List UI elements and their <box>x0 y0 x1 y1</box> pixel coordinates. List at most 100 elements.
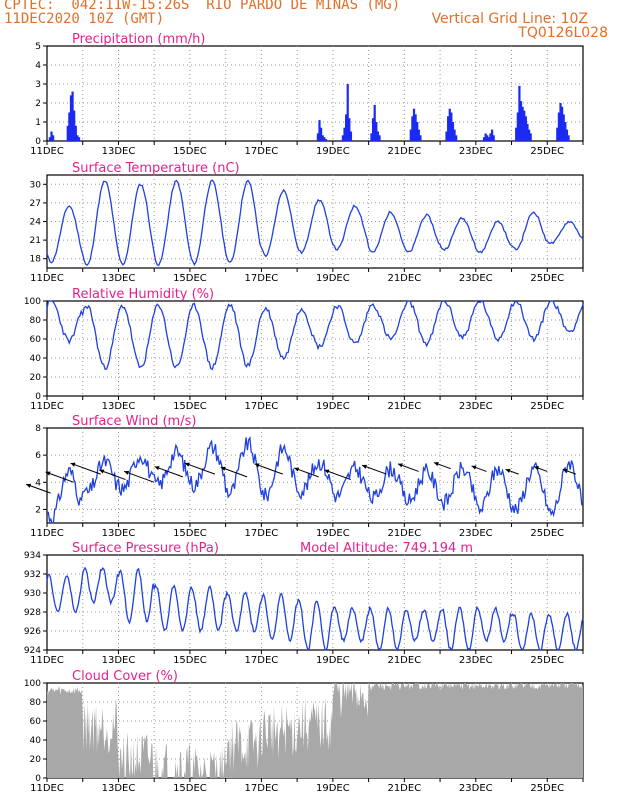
y-tick-label: 4 <box>35 61 41 71</box>
precip-bar <box>448 108 451 141</box>
x-tick-label: 19DEC <box>316 655 350 666</box>
precip-bar <box>519 101 523 141</box>
y-tick-label: 1 <box>35 118 41 128</box>
y-tick-label: 928 <box>24 608 41 618</box>
x-tick-label: 19DEC <box>316 401 350 412</box>
precip-bar <box>73 110 76 141</box>
precip-bar <box>76 135 79 141</box>
y-tick-label: 40 <box>30 354 42 364</box>
precip-bar <box>376 131 380 141</box>
precip-bar <box>453 129 456 141</box>
x-tick-label: 17DEC <box>245 146 279 157</box>
precip-bar <box>521 106 524 141</box>
x-tick-label: 19DEC <box>316 783 350 794</box>
wind-arrow-head <box>562 468 568 473</box>
x-tick-label: 25DEC <box>530 655 564 666</box>
y-tick-label: 2 <box>35 99 41 109</box>
wind-arrow-head <box>124 470 130 475</box>
wind-arrow-head <box>26 483 32 488</box>
precip-bar <box>455 135 458 141</box>
y-tick-label: 2 <box>35 505 41 515</box>
precip-bar <box>414 114 417 141</box>
x-tick-label: 13DEC <box>102 401 136 412</box>
precip-bar <box>564 122 567 141</box>
precip-bar <box>489 133 492 141</box>
precip-bar <box>419 135 422 141</box>
precip-bar <box>516 112 519 141</box>
wind-arrow-head <box>70 462 76 467</box>
panel-title: Surface Pressure (hPa) <box>72 541 219 556</box>
x-tick-label: 19DEC <box>316 146 350 157</box>
y-tick-label: 930 <box>24 589 41 599</box>
precip-bar <box>349 131 353 141</box>
precip-bar <box>52 135 55 141</box>
wind-arrow-head <box>220 466 226 471</box>
x-tick-label: 21DEC <box>387 273 421 284</box>
y-tick-label: 8 <box>35 424 41 434</box>
precip-bar <box>66 125 69 141</box>
precip-bar <box>370 133 373 141</box>
panel-frame <box>46 427 584 524</box>
x-tick-label: 11DEC <box>30 401 64 412</box>
y-tick-label: 20 <box>30 373 42 383</box>
precip-bar <box>565 129 569 141</box>
x-tick-label: 11DEC <box>30 273 64 284</box>
x-tick-label: 25DEC <box>530 783 564 794</box>
wind-arrow-head <box>294 467 300 472</box>
precip-bar <box>50 131 53 141</box>
wind-arrow-head <box>505 468 511 473</box>
x-tick-label: 21DEC <box>387 528 421 539</box>
x-tick-label: 13DEC <box>102 273 136 284</box>
precip-bar <box>529 133 532 141</box>
precip-bar <box>74 125 77 141</box>
panel-title: Surface Temperature (nC) <box>72 161 240 176</box>
panel-title: Relative Humidity (%) <box>72 287 214 302</box>
wind-arrow-head <box>397 463 403 468</box>
x-tick-label: 23DEC <box>459 783 493 794</box>
precip-bar <box>375 122 378 141</box>
precip-bar <box>515 127 518 141</box>
panel-frame <box>46 554 584 651</box>
precip-bar <box>445 131 448 141</box>
x-tick-label: 21DEC <box>387 401 421 412</box>
y-tick-label: 926 <box>24 627 41 637</box>
x-tick-label: 11DEC <box>30 146 64 157</box>
panel-title: Cloud Cover (%) <box>72 669 178 684</box>
precip-bar <box>378 135 381 141</box>
precip-bar <box>320 127 323 141</box>
precip-bar <box>411 116 414 141</box>
wind-arrow-head <box>184 462 190 467</box>
precip-bar <box>417 129 420 141</box>
y-tick-label: 4 <box>35 478 41 488</box>
precip-bar <box>557 112 561 141</box>
y-tick-label: 934 <box>24 551 41 561</box>
x-tick-label: 17DEC <box>245 655 279 666</box>
model-altitude-note: Model Altitude: 749.194 m <box>300 541 473 556</box>
y-tick-label: 80 <box>30 698 42 708</box>
precip-bar <box>77 137 81 141</box>
x-tick-label: 15DEC <box>173 146 207 157</box>
x-tick-label: 17DEC <box>245 273 279 284</box>
precip-bar <box>371 118 375 141</box>
y-tick-label: 100 <box>24 297 41 307</box>
model-code: TQ0126L028 <box>518 25 608 41</box>
precip-bar <box>524 116 527 141</box>
wind-arrow-head <box>534 466 540 471</box>
precip-bar <box>48 137 51 141</box>
x-tick-label: 17DEC <box>245 528 279 539</box>
temperature-series <box>46 179 584 267</box>
precip-bar <box>68 112 71 141</box>
x-tick-label: 25DEC <box>530 401 564 412</box>
precip-bar <box>527 129 531 141</box>
wind-arrow-head <box>433 462 439 467</box>
precip-bar <box>523 110 526 141</box>
precip-bar <box>487 137 490 141</box>
wind-arrow <box>324 469 351 481</box>
x-tick-label: 11DEC <box>30 783 64 794</box>
precip-bar <box>492 135 495 141</box>
wind-arrow <box>184 462 216 475</box>
precip-bar <box>316 133 319 141</box>
x-tick-label: 23DEC <box>459 146 493 157</box>
y-tick-label: 924 <box>24 646 41 656</box>
wind-arrow <box>123 470 155 483</box>
